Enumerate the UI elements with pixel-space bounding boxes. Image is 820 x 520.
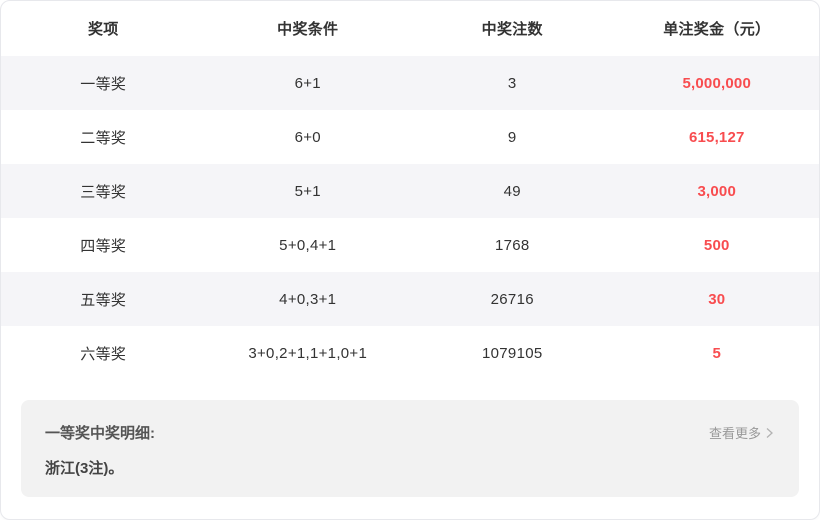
table-row: 一等奖 6+1 3 5,000,000 <box>1 56 819 110</box>
win-condition-cell: 6+0 <box>294 128 321 146</box>
table-row: 五等奖 4+0,3+1 26716 30 <box>1 272 819 326</box>
first-prize-detail-panel: 一等奖中奖明细: 查看更多 浙江(3注)。 <box>21 400 799 497</box>
detail-panel-header: 一等奖中奖明细: 查看更多 <box>45 422 775 443</box>
win-condition-cell: 4+0,3+1 <box>279 290 337 308</box>
winning-bets-cell: 1768 <box>494 236 530 254</box>
prize-name-cell: 一等奖 <box>80 75 127 93</box>
column-header-amount: 单注奖金（元） <box>663 21 771 38</box>
winning-bets-cell: 9 <box>507 128 517 146</box>
prize-name-cell: 四等奖 <box>80 237 127 255</box>
win-condition-cell: 5+0,4+1 <box>279 236 337 254</box>
view-more-label: 查看更多 <box>708 426 761 441</box>
prize-amount-cell: 5,000,000 <box>682 74 752 92</box>
column-header-condition: 中奖条件 <box>277 21 339 38</box>
win-condition-cell: 3+0,2+1,1+1,0+1 <box>248 344 368 362</box>
winning-bets-cell: 26716 <box>490 290 534 308</box>
table-body: 一等奖 6+1 3 5,000,000 二等奖 6+0 9 615,127 三等… <box>1 56 819 380</box>
prize-table: 奖项 中奖条件 中奖注数 单注奖金（元） 一等奖 6+1 3 5,000,000… <box>1 1 819 380</box>
winning-bets-cell: 3 <box>507 74 517 92</box>
win-condition-cell: 6+1 <box>294 74 321 92</box>
table-row: 六等奖 3+0,2+1,1+1,0+1 1079105 5 <box>1 326 819 380</box>
winning-bets-cell: 49 <box>503 182 521 200</box>
prize-amount-cell: 5 <box>712 344 722 362</box>
detail-content: 浙江(3注)。 <box>45 460 124 477</box>
prize-name-cell: 二等奖 <box>80 129 127 147</box>
detail-title: 一等奖中奖明细: <box>45 425 155 442</box>
prize-amount-cell: 500 <box>703 236 730 254</box>
chevron-right-icon <box>763 427 775 439</box>
winning-bets-cell: 1079105 <box>482 344 543 362</box>
prize-amount-cell: 3,000 <box>697 182 737 200</box>
prize-name-cell: 五等奖 <box>80 291 127 309</box>
column-header-prize: 奖项 <box>87 21 119 38</box>
table-row: 三等奖 5+1 49 3,000 <box>1 164 819 218</box>
win-condition-cell: 5+1 <box>294 182 321 200</box>
prize-amount-cell: 615,127 <box>688 128 745 146</box>
view-more-link[interactable]: 查看更多 <box>709 423 775 442</box>
prize-name-cell: 六等奖 <box>80 345 127 363</box>
prize-amount-cell: 30 <box>708 290 726 308</box>
table-row: 二等奖 6+0 9 615,127 <box>1 110 819 164</box>
prize-name-cell: 三等奖 <box>80 183 127 201</box>
column-header-count: 中奖注数 <box>481 21 543 38</box>
table-row: 四等奖 5+0,4+1 1768 500 <box>1 218 819 272</box>
table-header-row: 奖项 中奖条件 中奖注数 单注奖金（元） <box>1 1 819 56</box>
